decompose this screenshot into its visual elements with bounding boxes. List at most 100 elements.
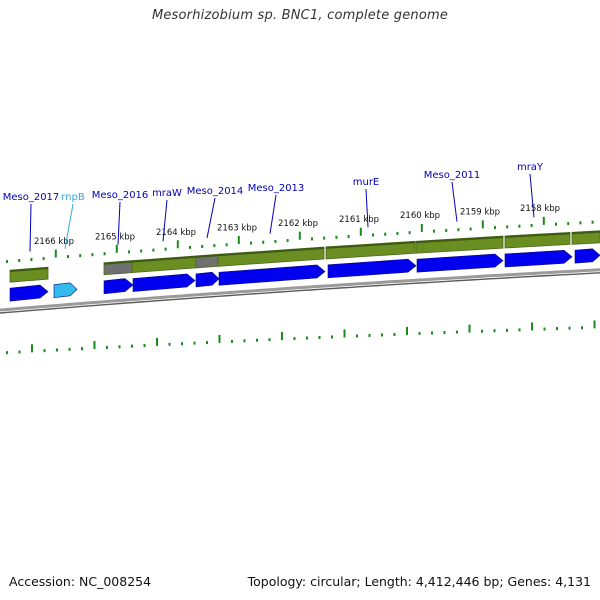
tick-mark xyxy=(506,225,509,229)
tick-mark xyxy=(469,227,472,231)
tick-mark xyxy=(237,235,240,244)
tick-mark xyxy=(343,329,346,338)
kbp-label: 2160 kbp xyxy=(400,211,440,221)
tick-mark xyxy=(128,250,130,254)
tick-mark xyxy=(418,331,421,335)
gene-label-Meso_2016: Meso_2016 xyxy=(92,190,149,201)
tick-mark xyxy=(530,224,533,228)
kbp-label: 2158 kbp xyxy=(520,204,560,214)
gene-arrow-murE xyxy=(327,258,417,279)
tick-mark xyxy=(567,222,570,226)
gene-label-mraW: mraW xyxy=(152,188,182,199)
tick-mark xyxy=(518,328,521,332)
gene-arrow-rnpB xyxy=(53,282,78,298)
tick-mark xyxy=(420,223,423,232)
kbp-label: 2165 kbp xyxy=(95,232,135,242)
gene-arrow-Meso_2011 xyxy=(416,253,504,273)
tick-mark xyxy=(79,254,82,258)
label-leader xyxy=(29,203,32,252)
tick-mark xyxy=(176,240,179,249)
tick-mark xyxy=(381,333,383,337)
tick-mark xyxy=(493,329,496,333)
tick-mark xyxy=(31,344,33,353)
tick-mark xyxy=(456,330,458,334)
gene-label-murE: murE xyxy=(353,177,380,188)
tick-mark xyxy=(43,349,46,353)
tick-mark xyxy=(359,227,362,236)
gene-labels: Meso_2017 rnpB Meso_2016 mraW Meso_2014 Meso_… xyxy=(3,162,544,252)
kbp-label: 2166 kbp xyxy=(34,237,74,247)
tick-mark xyxy=(468,324,471,333)
tick-mark xyxy=(393,332,396,336)
tick-mark xyxy=(457,228,460,232)
tick-mark xyxy=(164,247,167,251)
tick-mark xyxy=(54,249,57,258)
tick-rows xyxy=(6,216,596,355)
tick-mark xyxy=(250,241,252,245)
kbp-label: 2161 kbp xyxy=(339,215,379,225)
tick-mark xyxy=(201,245,204,249)
tick-mark xyxy=(384,232,387,236)
tick-mark xyxy=(445,228,448,232)
tick-mark xyxy=(56,348,58,352)
tick-mark xyxy=(6,260,8,264)
gene-bands xyxy=(9,230,600,283)
gene-arrow-Meso_2016 xyxy=(103,278,134,295)
tick-mark xyxy=(81,347,83,351)
label-leader xyxy=(117,201,121,245)
tick-mark xyxy=(323,236,326,240)
tick-mark xyxy=(556,327,558,331)
tick-mark xyxy=(306,336,308,340)
tick-mark xyxy=(106,345,108,349)
gene-label-Meso_2014: Meso_2014 xyxy=(187,186,244,197)
tick-mark xyxy=(193,341,196,345)
tick-mark xyxy=(591,220,594,224)
backbone-edge xyxy=(0,272,600,314)
kbp-labels: 2166 kbp 2165 kbp 2164 kbp 2163 kbp 2162 kbp… xyxy=(34,204,560,247)
tick-mark xyxy=(243,339,246,343)
tick-mark xyxy=(256,338,258,342)
tick-mark xyxy=(206,341,208,345)
tick-mark xyxy=(555,222,557,226)
tick-mark xyxy=(293,337,296,341)
gene-arrow-Meso_2014 xyxy=(195,271,220,288)
tick-mark xyxy=(118,345,121,349)
tick-mark xyxy=(213,244,216,248)
genome-summary-text: Topology: circular; Length: 4,412,446 bp… xyxy=(247,574,591,589)
gene-band-edge xyxy=(217,247,325,257)
kbp-label: 2163 kbp xyxy=(217,223,257,233)
gene-arrow-mraY xyxy=(504,249,573,268)
tick-mark xyxy=(103,252,106,256)
tick-mark xyxy=(347,235,350,239)
label-leader xyxy=(64,203,74,249)
tick-mark xyxy=(506,328,508,332)
label-leader xyxy=(206,197,216,239)
gene-label-mraY: mraY xyxy=(517,162,544,173)
gene-label-Meso_2017: Meso_2017 xyxy=(3,192,60,203)
tick-mark xyxy=(356,334,358,338)
gene-band-edge xyxy=(415,236,504,244)
tick-mark xyxy=(579,221,582,225)
genome-title: Mesorhizobium sp. BNC1, complete genome xyxy=(151,8,449,23)
gene-arrows xyxy=(9,248,600,302)
gene-band-edge xyxy=(195,254,219,258)
tick-mark xyxy=(494,226,496,230)
tick-mark xyxy=(593,320,596,329)
tick-mark xyxy=(67,255,69,259)
tick-mark xyxy=(581,326,583,330)
tick-mark xyxy=(331,335,333,339)
tick-mark xyxy=(311,237,313,241)
label-leader xyxy=(365,188,369,228)
tick-mark xyxy=(30,258,33,262)
tick-mark xyxy=(42,257,45,261)
tick-mark xyxy=(518,224,521,228)
label-leader xyxy=(529,173,535,218)
gene-band-edge xyxy=(103,260,133,265)
tick-mark xyxy=(481,329,483,333)
gene-band-edge xyxy=(9,267,49,273)
tick-mark xyxy=(531,322,533,331)
gene-arrow-mraW xyxy=(132,273,196,292)
gene-label-Meso_2013: Meso_2013 xyxy=(248,183,305,194)
tick-mark xyxy=(115,244,118,253)
